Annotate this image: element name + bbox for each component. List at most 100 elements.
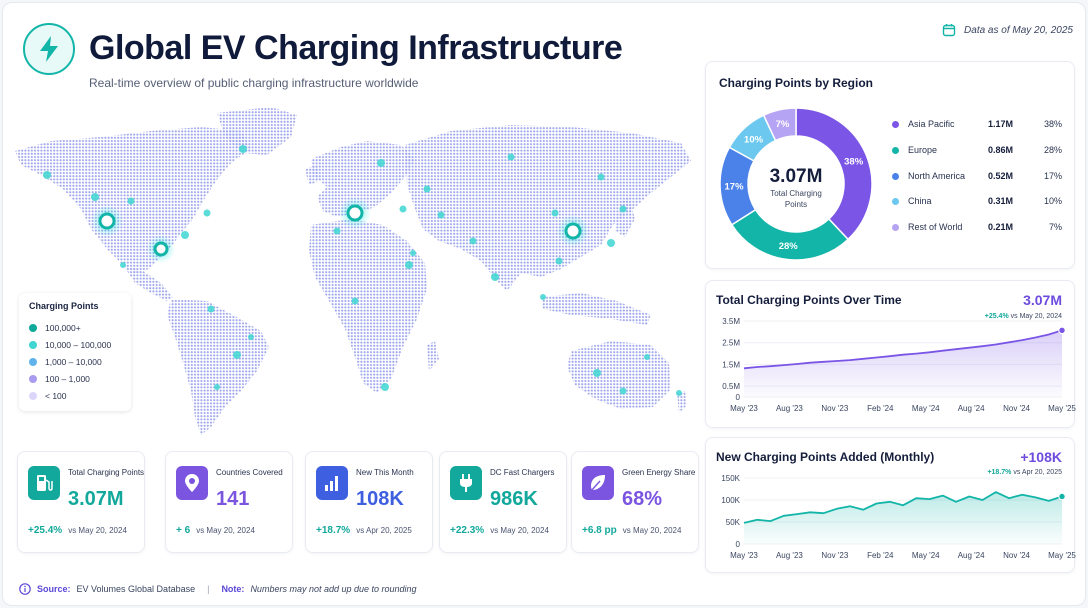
- legend-dot: [29, 357, 37, 366]
- kpi-value: 986K: [490, 488, 538, 510]
- leaf-icon: [582, 466, 614, 500]
- donut-slice-label: 38%: [844, 157, 864, 168]
- data-as-of-text: Data as of May 20, 2025: [964, 24, 1073, 36]
- region-legend-row: North America 0.52M 17%: [892, 170, 1062, 184]
- kpi-change: +6.8 pp vs May 20, 2024: [582, 525, 682, 536]
- donut-center-value: 3.07M: [770, 166, 823, 187]
- x-tick-label: Feb '24: [867, 551, 894, 560]
- monthly-headline: +108K: [1020, 449, 1062, 465]
- map-legend-item: 100,000+: [29, 319, 121, 336]
- donut-slice-label: 17%: [725, 181, 745, 192]
- x-tick-label: May '25: [1048, 551, 1076, 560]
- donut-center-label: Total Charging: [770, 189, 822, 198]
- map-legend-item: < 100: [29, 387, 121, 404]
- kpi-change: + 6 vs May 20, 2024: [176, 525, 255, 536]
- donut-slice: [795, 107, 873, 241]
- x-tick-label: May '24: [912, 404, 940, 413]
- bar-chart-icon: [316, 466, 348, 500]
- y-tick-label: 0: [736, 393, 741, 402]
- legend-dot: [29, 340, 37, 349]
- kpi-label: DC Fast Chargers: [490, 468, 555, 477]
- legend-dot: [892, 147, 899, 154]
- monthly-chart-title: New Charging Points Added (Monthly): [716, 450, 935, 464]
- x-tick-label: Aug '24: [958, 404, 985, 413]
- x-tick-label: Nov '23: [821, 404, 848, 413]
- data-as-of: Data as of May 20, 2025: [942, 23, 1073, 37]
- y-tick-label: 0.5M: [722, 382, 740, 391]
- map-legend-title: Charging Points: [29, 301, 99, 311]
- x-tick-label: Nov '23: [821, 551, 848, 560]
- footer: Source: EV Volumes Global Database | Not…: [19, 583, 417, 595]
- legend-dot: [29, 391, 37, 400]
- info-icon: [19, 583, 31, 595]
- donut-slice: [762, 107, 797, 142]
- note-label: Note:: [221, 584, 245, 594]
- total-chart-title: Total Charging Points Over Time: [716, 293, 902, 307]
- y-tick-label: 1.5M: [722, 360, 740, 369]
- map-hotspots: [91, 197, 589, 263]
- kpi-card-dc-fast[interactable]: DC Fast Chargers 986K +22.3% vs May 20, 2…: [439, 451, 567, 553]
- region-legend-row: Asia Pacific 1.17M 38%: [892, 118, 1062, 132]
- monthly-area-chart[interactable]: 0 50K 100K 150K May '23 Aug '23 Nov '23 Feb '24…: [706, 438, 1076, 574]
- y-tick-label: 0: [736, 540, 741, 549]
- kpi-change: +22.3% vs May 20, 2024: [450, 525, 549, 536]
- series-area: [744, 492, 1062, 544]
- y-tick-label: 3.5M: [722, 317, 740, 326]
- page-title: Global EV Charging Infrastructure: [89, 29, 623, 67]
- x-tick-label: May '23: [730, 404, 758, 413]
- legend-dot: [29, 374, 37, 383]
- plug-icon: [450, 466, 482, 500]
- kpi-card-total-points[interactable]: Total Charging Points 3.07M +25.4% vs May…: [17, 451, 145, 553]
- x-tick-label: Nov '24: [1003, 551, 1030, 560]
- kpi-card-countries[interactable]: Countries Covered 141 + 6 vs May 20, 2024: [165, 451, 293, 553]
- footer-divider: |: [207, 584, 210, 594]
- kpi-card-green-energy[interactable]: Green Energy Share 68% +6.8 pp vs May 20,…: [571, 451, 699, 553]
- world-map[interactable]: [11, 101, 695, 441]
- x-tick-label: Aug '24: [958, 551, 985, 560]
- region-legend-row: Rest of World 0.21M 7%: [892, 221, 1062, 235]
- region-card: Charging Points by Region 38% 28% 17% 10% 7%…: [705, 61, 1075, 269]
- series-line: [743, 329, 1063, 370]
- legend-dot: [892, 173, 899, 180]
- legend-dot: [892, 224, 899, 231]
- map-legend-item: 1,000 – 10,000: [29, 353, 121, 370]
- y-tick-label: 50K: [726, 518, 741, 527]
- source-text: EV Volumes Global Database: [76, 584, 196, 594]
- y-tick-label: 2.5M: [722, 339, 740, 348]
- note-text: Numbers may not add up due to rounding: [250, 584, 417, 594]
- x-tick-label: Feb '24: [867, 404, 894, 413]
- total-headline: 3.07M: [1023, 292, 1062, 308]
- monthly-new-card: New Charging Points Added (Monthly) +108…: [705, 437, 1076, 574]
- x-tick-label: May '24: [912, 551, 940, 560]
- x-tick-label: May '23: [730, 551, 758, 560]
- series-line: [743, 491, 1063, 524]
- total-area-chart[interactable]: 0 0.5M 1.5M 2.5M 3.5M May '23 Aug '23 Nov '23 Fe…: [706, 281, 1076, 429]
- kpi-value: 68%: [622, 488, 663, 510]
- kpi-card-new-this-month[interactable]: New This Month 108K +18.7% vs Apr 20, 202…: [305, 451, 433, 553]
- x-tick-label: Aug '23: [776, 551, 803, 560]
- region-donut-chart[interactable]: 38% 28% 17% 10% 7% 3.07M Total Charging Points: [714, 102, 878, 266]
- kpi-value: 108K: [356, 488, 404, 510]
- y-tick-label: 100K: [721, 496, 740, 505]
- series-endpoint: [1058, 492, 1066, 501]
- x-tick-label: Aug '23: [776, 404, 803, 413]
- kpi-change: +18.7% vs Apr 20, 2025: [316, 525, 412, 536]
- legend-dot: [892, 121, 899, 128]
- region-legend-row: Europe 0.86M 28%: [892, 144, 1062, 158]
- kpi-label: Green Energy Share: [622, 468, 696, 477]
- donut-slice-label: 7%: [776, 119, 790, 130]
- region-chart-title: Charging Points by Region: [719, 76, 874, 90]
- page-subtitle: Real-time overview of public charging in…: [89, 76, 419, 90]
- x-tick-label: May '25: [1048, 404, 1076, 413]
- kpi-value: 141: [216, 488, 250, 510]
- region-legend-row: China 0.31M 10%: [892, 195, 1062, 209]
- y-tick-label: 150K: [721, 474, 740, 483]
- series-endpoint: [1058, 326, 1066, 335]
- monthly-change: +18.7% vs Apr 20, 2025: [987, 469, 1062, 476]
- donut-slice-label: 10%: [744, 134, 764, 145]
- location-pin-icon: [176, 466, 208, 500]
- total-change: +25.4% vs May 20, 2024: [984, 313, 1062, 320]
- source-label: Source:: [37, 584, 71, 594]
- lightning-bolt-icon: [23, 23, 75, 75]
